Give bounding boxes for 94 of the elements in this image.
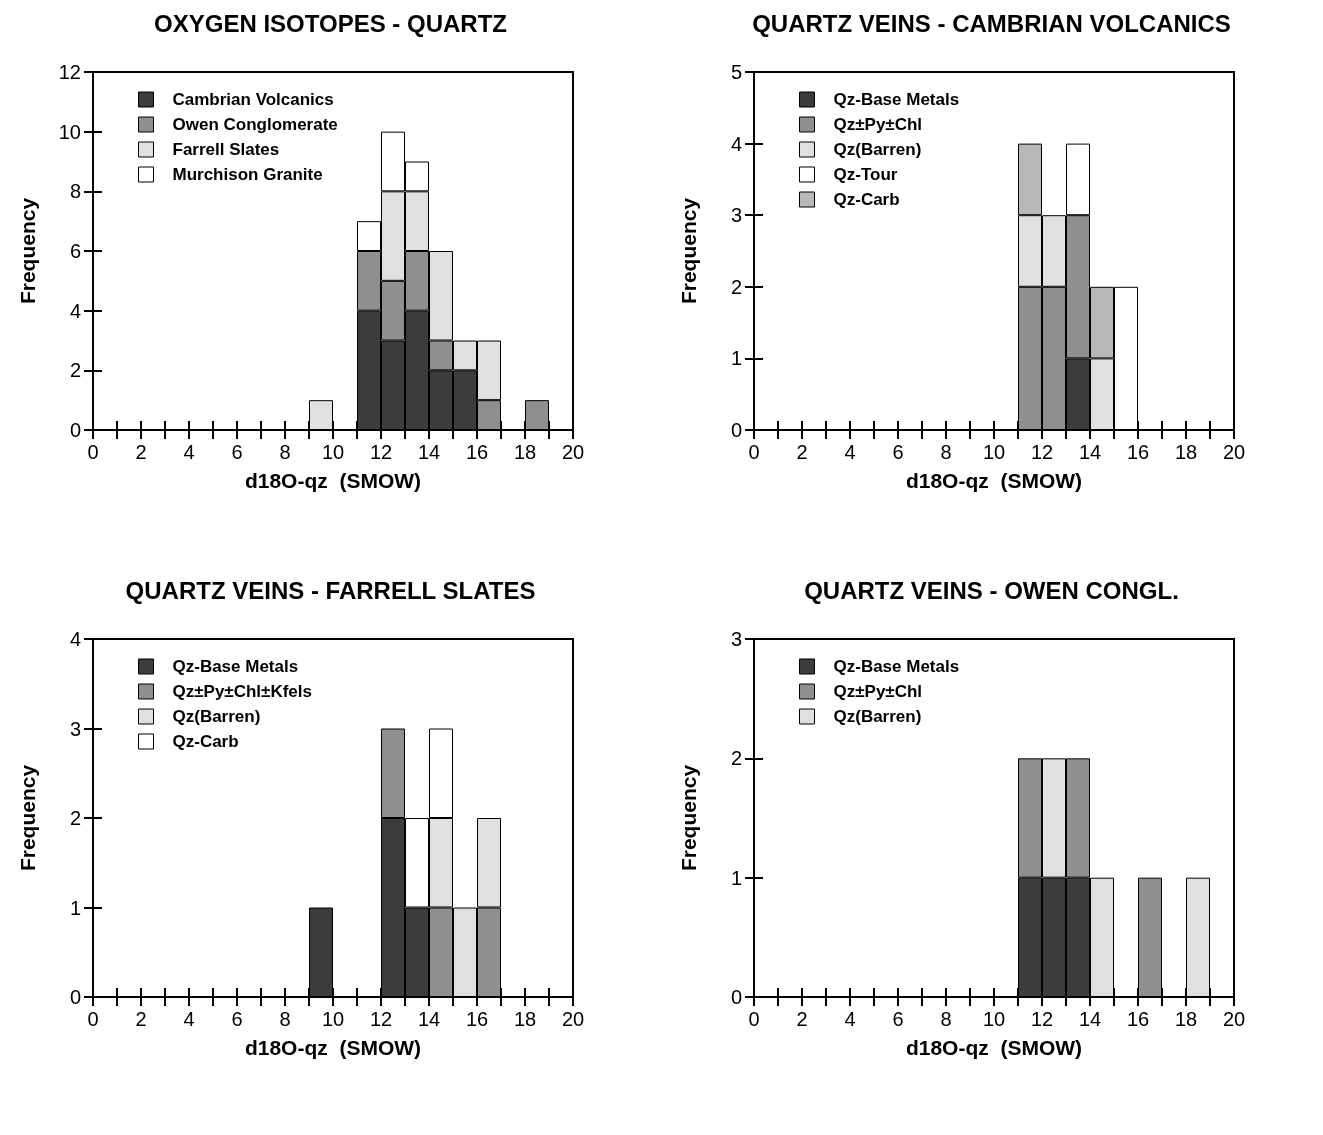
y-tick-label: 2 [69,807,81,829]
x-tick-label: 10 [982,441,1006,463]
x-tick-label: 2 [796,1008,808,1030]
y-tick-label: 2 [730,747,742,770]
y-tick-label: 0 [730,986,742,1008]
legend-label: Qz-Base Metals [833,90,960,109]
legend-label: Farrell Slates [172,140,280,159]
x-tick-label: 6 [231,441,243,463]
y-tick-label: 2 [730,275,742,298]
x-tick-label: 16 [465,1008,489,1030]
x-tick-label: 20 [561,1008,585,1030]
y-axis-title: Frequency [677,197,700,305]
x-tick-label: 12 [369,1008,393,1030]
x-tick-label: 0 [87,441,99,463]
y-axis-title: Frequency [677,764,700,872]
x-tick-label: 2 [135,441,147,463]
x-axis-title: d18O-qz (SMOW) [244,1036,422,1059]
legend-label: Cambrian Volcanics [172,90,334,109]
x-tick-label: 4 [844,1008,856,1030]
x-tick-label: 6 [892,441,904,463]
legend-label: Qz±Py±Chl [833,115,923,134]
x-tick-label: 6 [892,1008,904,1030]
legend-label: Qz-Tour [833,165,898,184]
legend-label: Qz(Barren) [172,707,261,726]
x-axis-title: d18O-qz (SMOW) [905,1036,1083,1059]
y-tick-label: 1 [730,866,742,889]
y-tick-label: 10 [58,120,81,143]
y-tick-label: 0 [730,419,742,441]
x-tick-label: 14 [1078,1008,1102,1030]
legend-label: Qz±Py±Chl [833,682,923,701]
legend-label: Qz(Barren) [833,140,922,159]
legend-label: Qz-Base Metals [172,657,299,676]
y-tick-label: 1 [730,347,742,370]
x-axis-title: d18O-qz (SMOW) [244,469,422,492]
x-tick-label: 18 [1174,1008,1198,1030]
x-axis-title: d18O-qz (SMOW) [905,469,1083,492]
x-tick-label: 0 [748,1008,760,1030]
y-tick-label: 3 [730,628,742,650]
x-tick-label: 10 [321,1008,345,1030]
x-tick-label: 16 [1126,441,1150,463]
y-tick-label: 0 [69,419,81,441]
y-tick-label: 4 [69,628,81,650]
y-tick-label: 3 [69,717,81,740]
x-tick-label: 6 [231,1008,243,1030]
x-tick-label: 4 [844,441,856,463]
x-tick-label: 8 [940,441,952,463]
x-tick-label: 4 [183,1008,195,1030]
x-tick-label: 14 [417,1008,441,1030]
x-tick-label: 18 [1174,441,1198,463]
y-tick-label: 5 [730,61,742,83]
legend-label: Murchison Granite [172,165,323,184]
x-tick-label: 12 [1030,441,1054,463]
x-tick-label: 10 [982,1008,1006,1030]
x-tick-label: 18 [513,1008,537,1030]
y-tick-label: 6 [69,240,81,262]
y-axis-title: Frequency [16,764,39,872]
legend-label: Qz-Carb [833,190,900,209]
chart-title: OXYGEN ISOTOPES - QUARTZ [154,9,507,37]
x-tick-label: 20 [1222,1008,1246,1030]
y-tick-label: 0 [69,986,81,1008]
legend-label: Qz-Base Metals [833,657,960,676]
x-tick-label: 2 [135,1008,147,1030]
chart-title: QUARTZ VEINS - FARRELL SLATES [125,576,536,604]
y-tick-label: 2 [69,359,81,382]
x-tick-label: 0 [87,1008,99,1030]
x-tick-label: 20 [561,441,585,463]
x-tick-label: 20 [1222,441,1246,463]
legend-label: Qz-Carb [172,732,239,751]
x-tick-label: 0 [748,441,760,463]
x-tick-label: 4 [183,441,195,463]
y-tick-label: 8 [69,180,81,203]
x-tick-label: 18 [513,441,537,463]
chart-title: QUARTZ VEINS - CAMBRIAN VOLCANICS [752,9,1231,37]
y-tick-label: 1 [69,896,81,919]
legend-label: Owen Conglomerate [172,115,338,134]
x-tick-label: 16 [1126,1008,1150,1030]
legend-label: Qz(Barren) [833,707,922,726]
x-tick-label: 14 [417,441,441,463]
x-tick-label: 14 [1078,441,1102,463]
y-tick-label: 4 [69,299,81,322]
y-tick-label: 3 [730,204,742,227]
x-tick-label: 8 [279,1008,291,1030]
x-tick-label: 12 [1030,1008,1054,1030]
x-tick-label: 12 [369,441,393,463]
legend-label: Qz±Py±Chl±Kfels [172,682,312,701]
y-axis-title: Frequency [16,197,39,305]
x-tick-label: 16 [465,441,489,463]
x-tick-label: 10 [321,441,345,463]
chart-title: QUARTZ VEINS - OWEN CONGL. [804,576,1179,604]
y-tick-label: 4 [730,132,742,155]
x-tick-label: 8 [940,1008,952,1030]
x-tick-label: 8 [279,441,291,463]
x-tick-label: 2 [796,441,808,463]
y-tick-label: 12 [58,61,81,83]
